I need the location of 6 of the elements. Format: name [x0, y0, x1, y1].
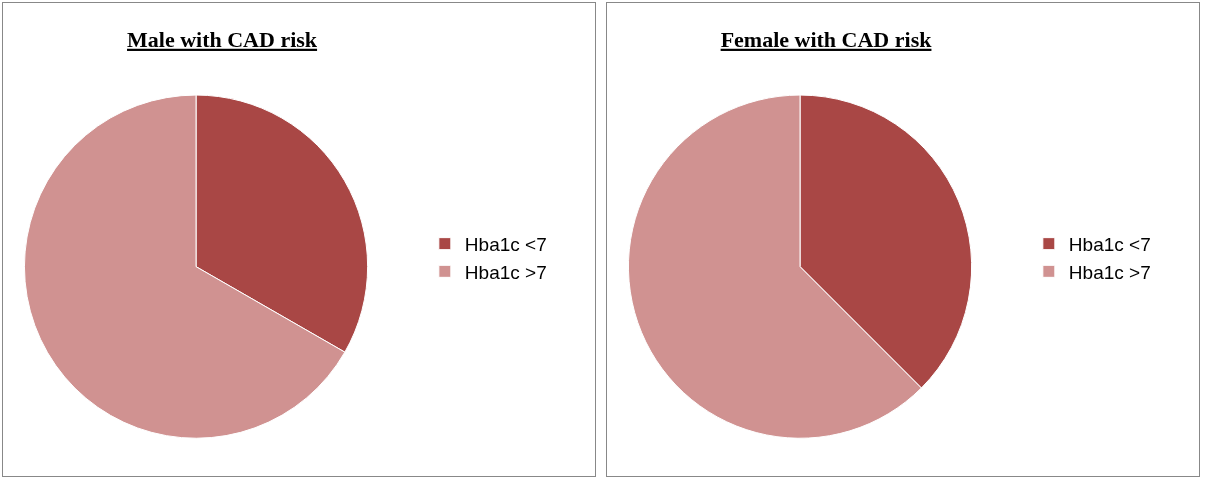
chart-title: Male with CAD risk	[127, 26, 318, 52]
chart-title: Female with CAD risk	[720, 26, 933, 52]
legend-label: Hba1c >7	[464, 261, 547, 283]
legend-label: Hba1c <7	[464, 234, 547, 256]
legend-label: Hba1c <7	[1068, 234, 1151, 256]
legend-label: Hba1c >7	[1068, 261, 1151, 283]
